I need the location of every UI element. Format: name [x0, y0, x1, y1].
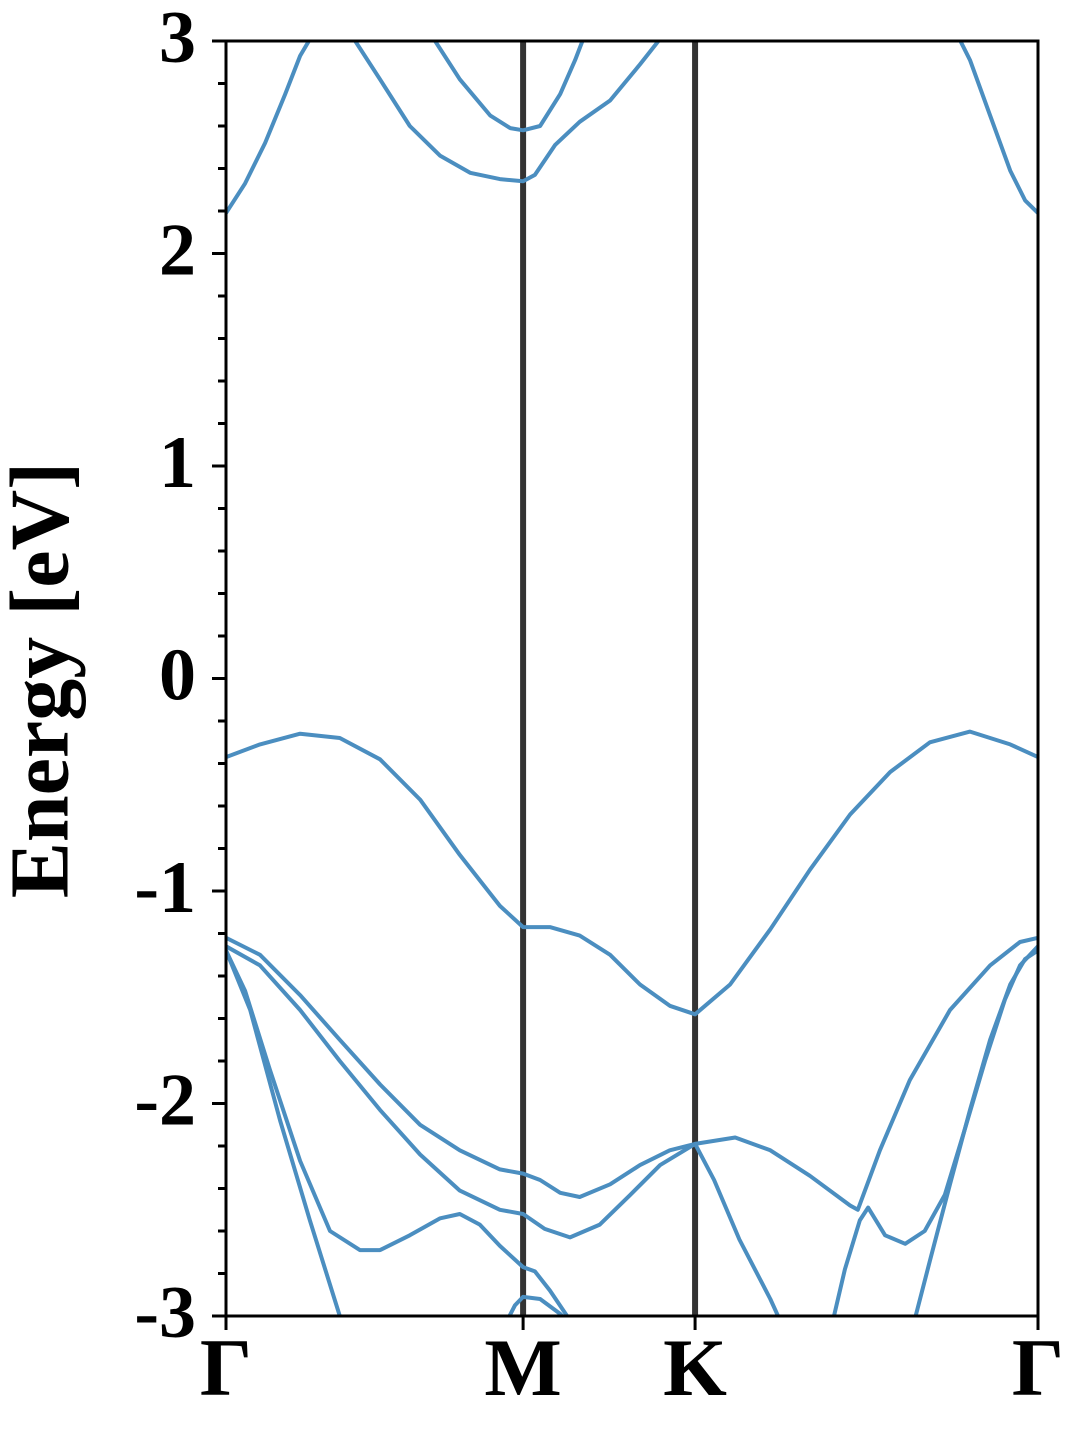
y-tick-label: 3: [159, 0, 196, 79]
band-line: [958, 41, 1038, 215]
band-line: [226, 729, 1038, 1017]
x-tick-label: Γ: [1012, 1322, 1064, 1413]
y-tick-label: -3: [134, 1272, 196, 1354]
x-tick-label: M: [484, 1322, 561, 1413]
y-tick-label: 0: [159, 634, 196, 716]
band-line: [507, 1294, 565, 1316]
band-line: [226, 944, 781, 1316]
x-tick-label: Γ: [200, 1322, 252, 1413]
y-tick-label: -1: [134, 847, 196, 929]
y-tick-label: -2: [134, 1059, 196, 1141]
band-line: [226, 935, 1038, 1212]
band-line: [226, 949, 570, 1316]
plot-frame: [224, 39, 1040, 1318]
band-line: [226, 41, 661, 215]
y-tick-label: 1: [159, 422, 196, 504]
band-line: [226, 949, 342, 1316]
y-tick-label: 2: [159, 209, 196, 291]
band-line: [913, 948, 1038, 1316]
band-line: [831, 944, 1038, 1316]
x-tick-label: K: [663, 1322, 727, 1413]
bands: [226, 41, 1038, 1316]
y-axis-label: Energy [eV]: [0, 462, 86, 898]
band-line: [432, 41, 585, 133]
